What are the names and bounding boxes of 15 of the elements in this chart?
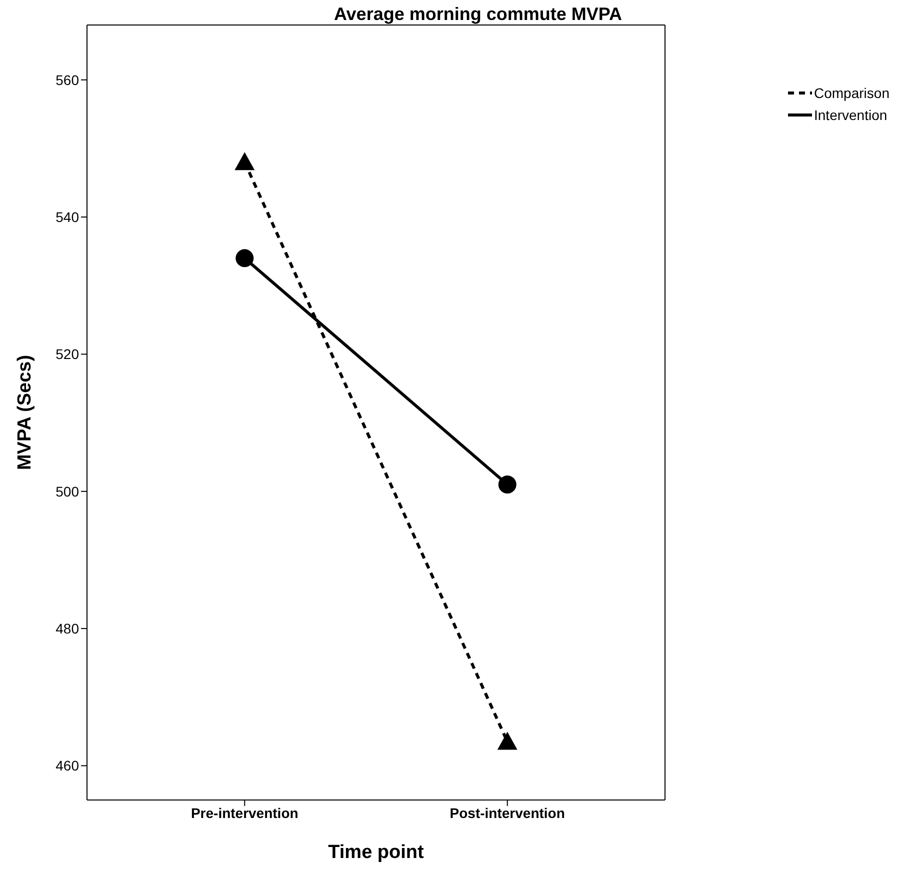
y-tick-label: 520 [56, 346, 80, 362]
legend-label: Comparison [814, 85, 890, 101]
point [498, 476, 516, 494]
x-tick-label: Pre-intervention [190, 804, 298, 821]
y-tick-label: 560 [56, 72, 80, 88]
x-tick-label: Post-intervention [450, 804, 565, 821]
legend-label: Intervention [814, 107, 888, 123]
chart-title: Average morning commute MVPA [332, 4, 624, 24]
y-tick-label: 480 [56, 620, 80, 637]
point [236, 249, 254, 268]
x-axis-title: Time point [328, 842, 425, 863]
y-tick-label: 460 [56, 758, 80, 774]
y-tick-label: 500 [56, 483, 80, 500]
y-tick-label: 540 [56, 209, 80, 226]
y-axis-title: MVPA (Secs) [14, 354, 36, 470]
